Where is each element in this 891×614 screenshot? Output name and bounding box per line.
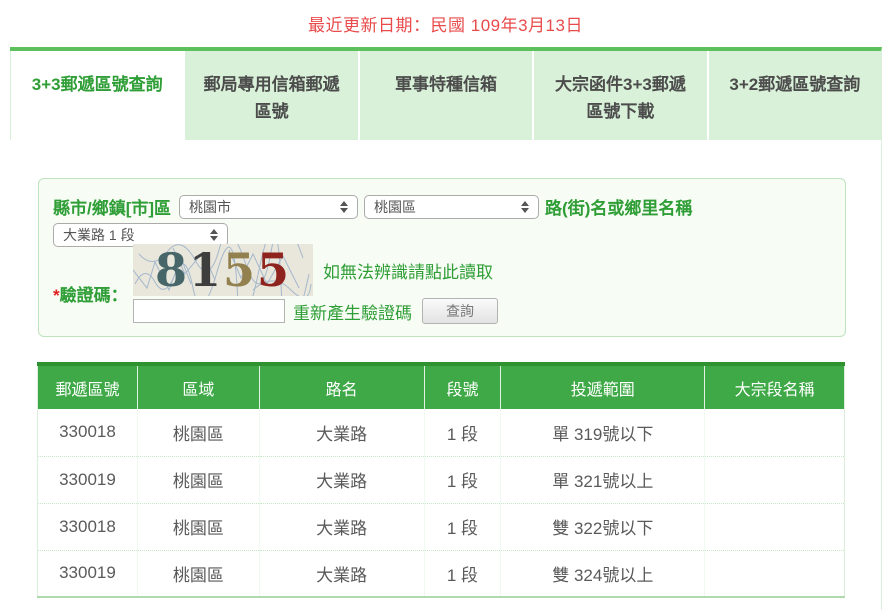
table-cell: 單 319號以下: [500, 409, 705, 457]
table-row: 330018 桃園區 大業路 1 段單 319號以下: [37, 409, 845, 457]
table-cell: 大業路: [258, 550, 425, 598]
table-cell: [704, 503, 845, 551]
column-header: 段號: [423, 362, 501, 409]
table-cell: 大業路: [258, 456, 425, 504]
captcha-digit: 5: [257, 244, 292, 296]
table-cell: 桃園區: [136, 409, 260, 457]
select-arrows-icon: [521, 200, 530, 213]
table-row: 330019 桃園區 大業路 1 段單 321號以上: [37, 456, 845, 504]
captcha-read-aloud-link[interactable]: 如無法辨識請點此讀取: [323, 262, 493, 282]
table-cell: 雙 322號以下: [500, 503, 705, 551]
table-cell: 大業路: [258, 409, 425, 457]
captcha-noise-lines: [133, 244, 312, 296]
last-updated-bar: 最近更新日期：民國 109年3月13日: [0, 0, 891, 47]
tab-military-box[interactable]: 軍事特種信箱: [359, 51, 533, 140]
table-cell: 雙 324號以上: [500, 550, 705, 598]
county-district-label: 縣市/鄉鎮[市]區: [53, 199, 172, 218]
road-row: 大業路 1 段: [53, 219, 831, 247]
last-updated-date: 最近更新日期：民國 109年3月13日: [308, 16, 583, 35]
query-button[interactable]: 查詢: [422, 298, 498, 324]
tab-label: 3+2郵遞區號查詢: [729, 75, 861, 94]
table-cell: 單 321號以上: [500, 456, 705, 504]
table-cell: 1 段: [423, 503, 501, 551]
column-header: 路名: [258, 362, 425, 409]
select-arrows-icon: [210, 229, 218, 241]
tab-bulk-mail-download[interactable]: 大宗函件3+3郵遞區號下載: [534, 51, 707, 140]
table-cell: 330018: [37, 503, 138, 551]
table-cell: [704, 550, 845, 598]
results-header-row: 郵遞區號 區域 路名 段號 投遞範圍 大宗段名稱: [37, 362, 845, 409]
captcha-input[interactable]: [133, 299, 285, 323]
road-select[interactable]: 大業路 1 段: [53, 223, 228, 247]
tab-pobox-zip[interactable]: 郵局專用信箱郵遞區號: [185, 51, 358, 140]
search-form: 縣市/鄉鎮[市]區 桃園市 桃園區 路(街)名或鄉里名稱 大業路 1 段 *驗證…: [38, 178, 846, 337]
table-cell: 1 段: [423, 456, 501, 504]
table-cell: 桃園區: [136, 550, 260, 598]
select-arrows-icon: [340, 200, 349, 213]
table-cell: 桃園區: [136, 456, 260, 504]
table-cell: 330019: [37, 456, 138, 504]
district-select-value: 桃園區: [374, 198, 417, 215]
district-select[interactable]: 桃園區: [364, 194, 540, 219]
results-body: 330018 桃園區 大業路 1 段單 319號以下 330019 桃園區 大業路 1 段單 …: [37, 409, 845, 598]
county-select-value: 桃園市: [189, 198, 232, 215]
county-select[interactable]: 桃園市: [179, 194, 359, 219]
tab-label: 軍事特種信箱: [395, 75, 498, 94]
captcha-section: *驗證碼：: [53, 244, 831, 324]
table-cell: 330019: [37, 550, 138, 598]
tab-label: 郵局專用信箱郵遞區號: [203, 75, 340, 122]
required-asterisk: *: [53, 285, 60, 305]
captcha-digit: 1: [188, 244, 223, 296]
table-row: 330018 桃園區 大業路 1 段雙 322號以下: [37, 503, 845, 551]
table-cell: 1 段: [423, 550, 501, 598]
captcha-digit: 8: [154, 244, 189, 296]
table-cell: 1 段: [423, 409, 501, 457]
road-name-label: 路(街)名或鄉里名稱: [545, 199, 693, 218]
table-cell: 桃園區: [136, 503, 260, 551]
captcha-digit: 5: [223, 244, 258, 296]
tab-label: 3+3郵遞區號查詢: [31, 75, 163, 94]
column-header: 大宗段名稱: [704, 362, 845, 409]
location-row: 縣市/鄉鎮[市]區 桃園市 桃園區 路(街)名或鄉里名稱: [53, 194, 831, 219]
table-row: 330019 桃園區 大業路 1 段雙 324號以上: [37, 550, 845, 598]
tab-3plus3-query[interactable]: 3+3郵遞區號查詢: [10, 51, 184, 140]
table-cell: [704, 456, 845, 504]
table-cell: [704, 409, 845, 457]
table-cell: 330018: [37, 409, 138, 457]
main-container: 3+3郵遞區號查詢 郵局專用信箱郵遞區號 軍事特種信箱 大宗函件3+3郵遞區號下載 3+…: [10, 47, 882, 610]
tab-bar: 3+3郵遞區號查詢 郵局專用信箱郵遞區號 軍事特種信箱 大宗函件3+3郵遞區號下載 3+…: [10, 51, 882, 140]
captcha-label-text: 驗證碼：: [59, 285, 128, 305]
tab-3plus2-query[interactable]: 3+2郵遞區號查詢: [708, 51, 882, 140]
table-cell: 大業路: [258, 503, 425, 551]
regenerate-captcha-link[interactable]: 重新產生驗證碼: [293, 303, 412, 323]
road-select-value: 大業路 1 段: [63, 227, 135, 243]
column-header: 區域: [136, 362, 260, 409]
column-header: 投遞範圍: [500, 362, 705, 409]
tab-label: 大宗函件3+3郵遞區號下載: [555, 75, 686, 122]
column-header: 郵遞區號: [37, 362, 138, 409]
captcha-label: *驗證碼：: [53, 281, 133, 306]
results-table: 郵遞區號 區域 路名 段號 投遞範圍 大宗段名稱 330018 桃園區 大業路 1 段單 319…: [37, 362, 845, 598]
